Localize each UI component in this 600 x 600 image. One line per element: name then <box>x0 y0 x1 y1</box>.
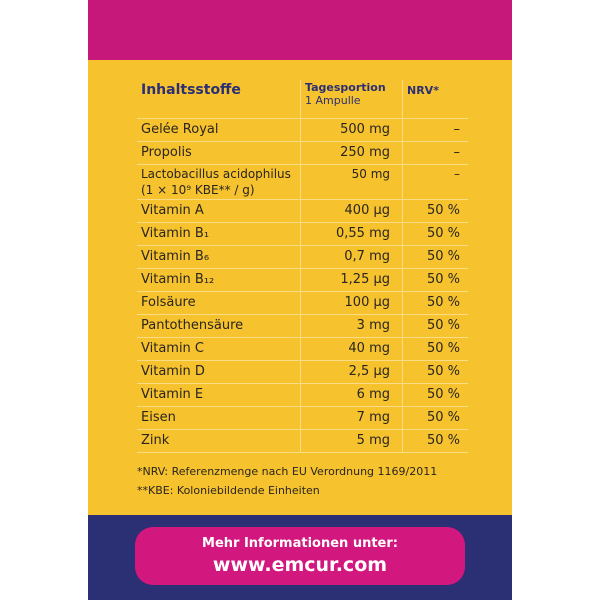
table-cell: Vitamin B₁ <box>137 222 301 246</box>
header-row: Inhaltsstoffe Tagesportion 1 Ampulle NRV* <box>137 80 468 119</box>
bottom-band: Mehr Informationen unter: www.emcur.com <box>88 515 512 600</box>
table-cell: 3 mg <box>300 314 403 338</box>
table-row: Zink 5 mg 50 % <box>137 429 468 453</box>
table-cell: – <box>402 118 468 142</box>
button-url: www.emcur.com <box>212 554 388 576</box>
cell-line: 1 Ampulle <box>305 94 361 107</box>
cell-line: Tagesportion <box>305 81 386 94</box>
table-cell: Vitamin B₆ <box>137 245 301 269</box>
label-panel: Inhaltsstoffe Tagesportion 1 Ampulle NRV* Ge… <box>88 0 512 600</box>
table-row: Vitamin B₁₂ 1,25 µg 50 % <box>137 268 468 292</box>
table-cell: – <box>402 164 468 200</box>
table-row: Vitamin A 400 µg 50 % <box>137 199 468 223</box>
top-band <box>88 0 512 60</box>
table-row: Vitamin D 2,5 µg 50 % <box>137 360 468 384</box>
table-row: Eisen 7 mg 50 % <box>137 406 468 430</box>
footnote: *NRV: Referenzmenge nach EU Verordnung 1… <box>137 465 438 478</box>
table-cell: 50 % <box>402 406 468 430</box>
table-cell: 50 % <box>402 383 468 407</box>
table-cell: 1,25 µg <box>300 268 403 292</box>
table-cell: 500 mg <box>300 118 403 142</box>
table-cell: 50 % <box>402 199 468 223</box>
table-row: Vitamin B₆ 0,7 mg 50 % <box>137 245 468 269</box>
table-row: Vitamin B₁ 0,55 mg 50 % <box>137 222 468 246</box>
table-row: Vitamin C 40 mg 50 % <box>137 337 468 361</box>
table-cell: 2,5 µg <box>300 360 403 384</box>
header-cell: Inhaltsstoffe <box>137 80 301 119</box>
table-cell: 50 % <box>402 314 468 338</box>
table-cell: 50 % <box>402 222 468 246</box>
table-cell: Propolis <box>137 141 301 165</box>
table-cell: Vitamin D <box>137 360 301 384</box>
header-cell: NRV* <box>402 80 468 119</box>
table-cell: Gelée Royal <box>137 118 301 142</box>
table-row: Gelée Royal 500 mg – <box>137 118 468 142</box>
table-cell: 0,55 mg <box>300 222 403 246</box>
table-cell: 40 mg <box>300 337 403 361</box>
table-row: Propolis 250 mg – <box>137 141 468 165</box>
table-cell: Vitamin B₁₂ <box>137 268 301 292</box>
table-cell: 50 % <box>402 337 468 361</box>
table-cell: Lactobacillus acidophilus (1 × 10⁹ KBE** … <box>137 164 301 200</box>
table-row: Pantothensäure 3 mg 50 % <box>137 314 468 338</box>
info-button[interactable]: Mehr Informationen unter: www.emcur.com <box>135 527 465 585</box>
table-cell: 0,7 mg <box>300 245 403 269</box>
table-row: Folsäure 100 µg 50 % <box>137 291 468 315</box>
table-cell: Zink <box>137 429 301 453</box>
table-cell: 50 % <box>402 268 468 292</box>
table-cell: Pantothensäure <box>137 314 301 338</box>
cell-line: Lactobacillus acidophilus <box>141 167 291 181</box>
table-cell: Vitamin E <box>137 383 301 407</box>
header-cell: Tagesportion 1 Ampulle <box>300 80 403 119</box>
table-cell: 7 mg <box>300 406 403 430</box>
table-cell: 400 µg <box>300 199 403 223</box>
table-cell: 50 % <box>402 245 468 269</box>
table-cell: Vitamin A <box>137 199 301 223</box>
cell-line: (1 × 10⁹ KBE** / g) <box>141 183 255 197</box>
table-cell: 5 mg <box>300 429 403 453</box>
table-cell: 50 mg <box>300 164 403 200</box>
table-cell: Eisen <box>137 406 301 430</box>
table-row: Lactobacillus acidophilus (1 × 10⁹ KBE** … <box>137 164 468 200</box>
footnote: **KBE: Koloniebildende Einheiten <box>137 484 320 497</box>
table-cell: Folsäure <box>137 291 301 315</box>
table-cell: Vitamin C <box>137 337 301 361</box>
table-cell: 50 % <box>402 291 468 315</box>
table-cell: – <box>402 141 468 165</box>
button-text: Mehr Informationen unter: <box>202 536 398 551</box>
table-cell: 100 µg <box>300 291 403 315</box>
table-cell: 250 mg <box>300 141 403 165</box>
table-cell: 6 mg <box>300 383 403 407</box>
table-cell: 50 % <box>402 429 468 453</box>
nutrient-table: Inhaltsstoffe Tagesportion 1 Ampulle NRV* Ge… <box>137 80 468 453</box>
table-cell: 50 % <box>402 360 468 384</box>
